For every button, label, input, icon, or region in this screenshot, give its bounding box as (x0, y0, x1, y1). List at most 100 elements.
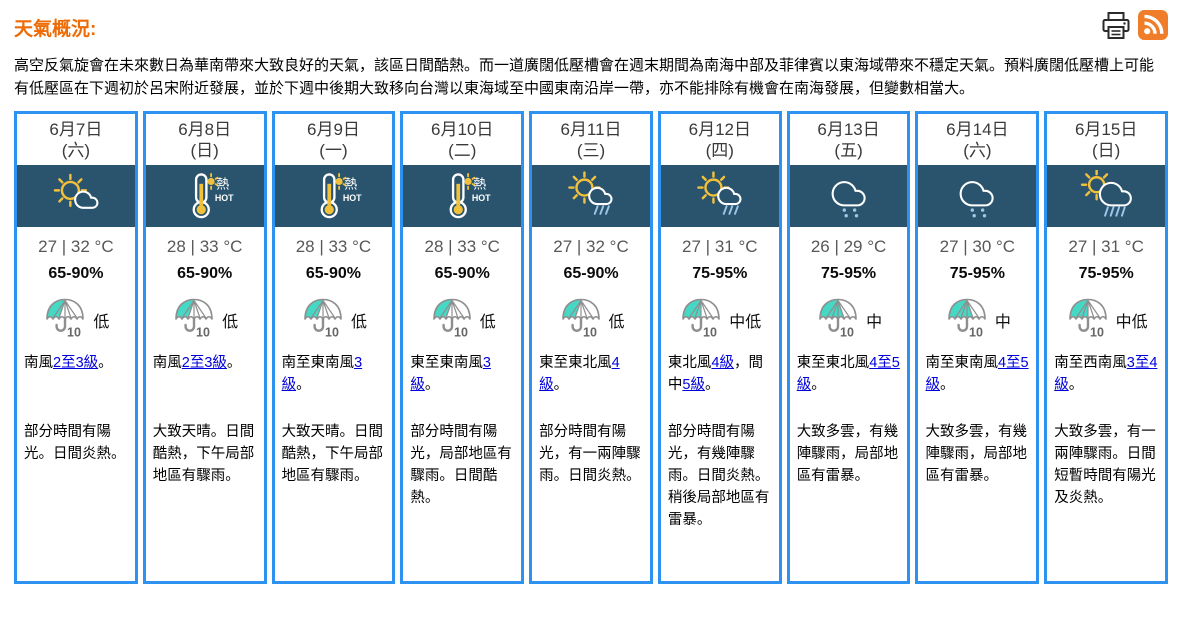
svg-text:10: 10 (67, 326, 81, 340)
svg-text:HOT: HOT (472, 193, 491, 203)
forecast-date: 6月13日 (五) (790, 114, 908, 165)
forecast-date: 6月11日 (三) (532, 114, 650, 165)
svg-text:10: 10 (703, 326, 717, 340)
umbrella-psr-icon: 10 (171, 295, 217, 344)
psr-level-label: 中低 (1115, 313, 1148, 331)
svg-text:10: 10 (1090, 326, 1104, 340)
weather-summary-text: 高空反氣旋會在未來數日為華南帶來大致良好的天氣，該區日間酷熱。而一道廣闊低壓槽會… (14, 57, 1155, 97)
humidity-range: 75-95% (1078, 265, 1134, 282)
wind-forecast: 東至東北風4級。 (532, 352, 650, 421)
wind-text: 南風 (152, 355, 182, 371)
forecast-date-text: 6月12日 (688, 120, 751, 139)
rain-probability: 10 低 (275, 295, 393, 344)
forecast-weekday: (日) (190, 141, 219, 160)
wind-force-link[interactable]: 4至5級 (925, 355, 1029, 393)
psr-level-label: 中低 (729, 313, 762, 331)
print-icon[interactable] (1101, 11, 1131, 40)
wind-text: 。 (1068, 377, 1084, 393)
psr-level-label: 低 (93, 313, 110, 331)
weather-description: 部分時間有陽光，有一兩陣驟雨。日間炎熱。 (539, 424, 641, 484)
forecast-weekday: (日) (1091, 141, 1121, 160)
humidity-range: 75-95% (692, 265, 748, 282)
umbrella-psr-icon: 10 (1065, 295, 1111, 344)
forecast-date-text: 6月10日 (431, 120, 494, 139)
weather-icon: 熱 HOT (403, 165, 522, 227)
rss-icon[interactable] (1138, 10, 1168, 40)
weather-description: 大致天晴。日間酷熱，下午局部地區有驟雨。 (281, 424, 384, 484)
psr-level-label: 中 (994, 313, 1011, 331)
wind-force-link[interactable]: 2至3級 (181, 355, 227, 371)
wind-force-link[interactable]: 4級 (711, 355, 734, 371)
rain-probability: 10 中 (918, 295, 1036, 344)
wind-text: 南風 (24, 355, 53, 371)
umbrella-psr-icon: 10 (42, 295, 88, 344)
svg-text:10: 10 (196, 326, 210, 340)
umbrella-psr-icon: 10 (815, 295, 861, 344)
weather-icon (789, 165, 908, 227)
rain-probability: 10 低 (17, 295, 135, 344)
psr-level-label: 低 (350, 313, 367, 331)
temperature-range: 27 | 32 °C (553, 237, 629, 256)
umbrella-psr-icon: 10 (429, 295, 475, 344)
wind-force-link[interactable]: 3級 (410, 355, 491, 393)
svg-text:10: 10 (454, 326, 468, 340)
weather-icon (660, 165, 779, 227)
toolbar (1101, 10, 1168, 40)
weather-description: 大致多雲，有幾陣驟雨，局部地區有雷暴。 (925, 424, 1027, 484)
forecast-date: 6月8日 (日) (146, 114, 264, 165)
weather-icon (918, 165, 1037, 227)
forecast-date: 6月15日 (日) (1047, 114, 1165, 165)
wind-force-link[interactable]: 5級 (682, 377, 705, 393)
forecast-date-text: 6月9日 (306, 120, 360, 139)
svg-text:熱: 熱 (345, 177, 358, 192)
wind-text: 南至西南風 (1054, 355, 1127, 371)
svg-text:10: 10 (325, 326, 339, 340)
forecast-cards: 6月7日 (六) 27 | 32 °C 65-90% 10 低 南風2至3級。 … (14, 111, 1169, 584)
weather-description: 大致多雲，有一兩陣驟雨。日間短暫時間有陽光及炎熱。 (1054, 424, 1156, 506)
temperature-range: 26 | 29 °C (810, 237, 887, 256)
wind-force-link[interactable]: 3至4級 (1054, 355, 1158, 393)
psr-level-label: 中 (866, 313, 883, 331)
temperature-range: 27 | 31 °C (1068, 237, 1144, 256)
forecast-date: 6月10日 (二) (403, 114, 521, 165)
forecast-card: 6月10日 (二) 熱 HOT 28 | 33 °C 65-90% 10 低 東至… (400, 111, 525, 584)
humidity-range: 65-90% (48, 265, 104, 282)
forecast-weekday: (二) (448, 141, 477, 160)
weather-description: 大致多雲，有幾陣驟雨，局部地區有雷暴。 (796, 424, 899, 484)
humidity-range: 75-95% (821, 265, 877, 282)
forecast-date-text: 6月8日 (178, 120, 232, 139)
wind-forecast: 南至東南風4至5級。 (918, 352, 1036, 421)
wind-force-link[interactable]: 4至5級 (796, 355, 900, 393)
humidity-range: 65-90% (177, 265, 233, 282)
wind-force-link[interactable]: 4級 (539, 355, 620, 393)
svg-text:HOT: HOT (215, 193, 234, 203)
forecast-date: 6月14日 (六) (918, 114, 1036, 165)
svg-text:10: 10 (840, 326, 854, 340)
temperature-range: 28 | 33 °C (166, 237, 243, 256)
temperature-range: 27 | 32 °C (38, 237, 114, 256)
umbrella-psr-icon: 10 (300, 295, 346, 344)
wind-text: 南至東南風 (925, 355, 998, 371)
wind-text: 東至東北風 (539, 355, 612, 371)
wind-text: 東至東北風 (796, 355, 870, 371)
forecast-weekday: (五) (834, 141, 863, 160)
wind-text: 。 (553, 377, 569, 393)
wind-text: 。 (296, 377, 311, 393)
wind-text: 。 (98, 355, 113, 371)
weather-overview-page: 天氣概況: 高空反氣旋會在未來數日為華南帶來大致良好的天氣，該區日間酷熱。而一道… (14, 10, 1169, 584)
wind-text: 。 (424, 377, 440, 393)
wind-text: 。 (939, 377, 955, 393)
forecast-card: 6月9日 (一) 熱 HOT 28 | 33 °C 65-90% 10 低 南至東… (271, 111, 396, 584)
wind-force-link[interactable]: 3級 (281, 355, 363, 393)
weather-description: 部分時間有陽光，局部地區有驟雨。日間酷熱。 (410, 424, 512, 506)
weather-description: 部分時間有陽光，有幾陣驟雨。日間炎熱。稍後局部地區有雷暴。 (667, 424, 770, 528)
weather-icon (17, 165, 135, 227)
rain-probability: 10 低 (146, 295, 264, 344)
svg-text:10: 10 (583, 326, 597, 340)
forecast-date-text: 6月14日 (946, 120, 1009, 139)
forecast-date-text: 6月7日 (49, 120, 103, 139)
wind-text: 東北風 (667, 355, 712, 371)
wind-force-link[interactable]: 2至3級 (53, 355, 99, 371)
rain-probability: 10 中低 (1047, 295, 1165, 344)
forecast-date: 6月7日 (六) (17, 114, 135, 165)
